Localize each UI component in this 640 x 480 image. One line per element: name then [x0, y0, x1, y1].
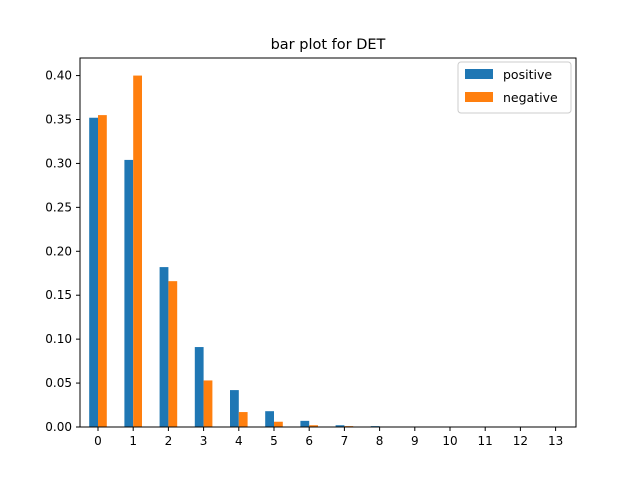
bar-positive-4 — [230, 390, 239, 427]
x-tick-label: 6 — [305, 434, 313, 448]
y-axis-ticks: 0.00 0.05 0.10 0.15 0.20 0.25 0.30 0.35 0.40 — [45, 69, 80, 434]
bar-positive-5 — [265, 411, 274, 427]
bar-negative-5 — [274, 421, 283, 427]
x-axis-ticks: 0 1 2 3 4 5 6 7 8 9 10 11 12 13 — [94, 427, 563, 448]
y-tick-label: 0.20 — [45, 244, 72, 258]
bar-positive-1 — [124, 159, 134, 427]
x-tick-label: 3 — [200, 434, 208, 448]
y-tick-label: 0.35 — [45, 113, 72, 127]
bar-positive-3 — [194, 347, 204, 427]
legend: positive negative — [457, 61, 572, 114]
y-tick-label: 0.10 — [45, 332, 72, 346]
plot-frame — [79, 57, 577, 428]
x-tick-label: 7 — [341, 434, 349, 448]
legend-label-negative: negative — [503, 90, 558, 105]
bars-group — [89, 75, 380, 428]
y-tick-label: 0.40 — [45, 69, 72, 83]
bar-positive-6 — [300, 420, 310, 427]
x-tick-label: 13 — [548, 434, 563, 448]
bar-negative-4 — [238, 412, 248, 427]
x-tick-label: 8 — [376, 434, 384, 448]
legend-swatch-positive — [465, 69, 493, 79]
x-tick-label: 12 — [513, 434, 528, 448]
x-tick-label: 4 — [235, 434, 243, 448]
bar-negative-3 — [203, 380, 213, 427]
bar-positive-0 — [89, 117, 98, 428]
y-tick-label: 0.05 — [45, 376, 72, 390]
y-tick-label: 0.25 — [45, 200, 72, 214]
y-tick-label: 0.30 — [45, 156, 72, 170]
x-tick-label: 9 — [411, 434, 419, 448]
legend-swatch-negative — [465, 92, 493, 102]
y-tick-label: 0.00 — [45, 420, 72, 434]
bar-negative-0 — [98, 115, 107, 428]
chart-title: bar plot for DET — [271, 37, 386, 53]
x-tick-label: 2 — [165, 434, 173, 448]
x-tick-label: 1 — [129, 434, 137, 448]
x-tick-label: 10 — [442, 434, 457, 448]
bar-positive-2 — [159, 267, 169, 427]
bar-negative-6 — [309, 425, 318, 427]
bar-negative-1 — [133, 75, 142, 427]
bar-positive-7 — [335, 425, 345, 427]
y-tick-label: 0.15 — [45, 288, 72, 302]
legend-label-positive: positive — [503, 67, 552, 82]
x-tick-label: 11 — [478, 434, 493, 448]
bar-negative-2 — [168, 281, 178, 427]
x-tick-label: 5 — [270, 434, 278, 448]
x-tick-label: 0 — [94, 434, 102, 448]
